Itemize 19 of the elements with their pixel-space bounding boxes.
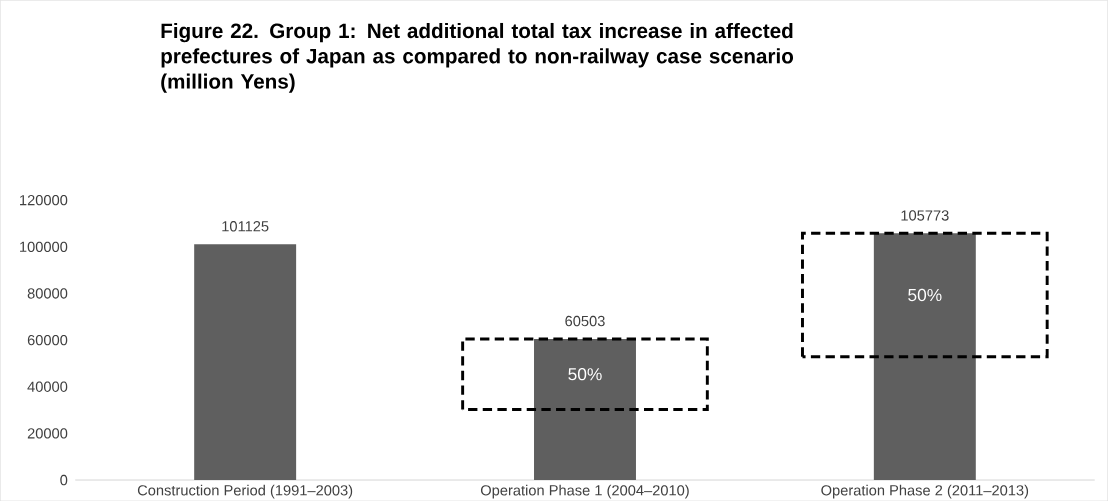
chart-title: Figure 22. Group 1: Net additional total tax increase in affected prefectures of Japan as compared to non-railway case scenario (million Yens) bbox=[161, 22, 794, 93]
bar bbox=[194, 244, 297, 480]
bar bbox=[534, 338, 636, 480]
y-tick-label: 120000 bbox=[20, 194, 68, 206]
data-label: 60503 bbox=[565, 315, 605, 327]
annotation: 50% bbox=[568, 367, 602, 381]
y-tick-label: 60000 bbox=[27, 334, 68, 346]
y-tick-label: 80000 bbox=[27, 288, 68, 299]
data-label: 101125 bbox=[222, 220, 269, 232]
x-tick-label: Operation Phase 1 (2004–2010) bbox=[480, 484, 689, 499]
y-tick-label: 0 bbox=[60, 474, 68, 486]
x-tick-label: Construction Period (1991–2003) bbox=[137, 484, 353, 499]
y-tick-label: 100000 bbox=[20, 241, 68, 252]
annotation: 50% bbox=[908, 288, 942, 301]
data-label: 105773 bbox=[901, 210, 949, 221]
y-tick-label: 40000 bbox=[27, 381, 68, 392]
x-tick-label: Operation Phase 2 (2011–2013) bbox=[821, 484, 1029, 499]
bar bbox=[873, 233, 976, 480]
y-tick-label: 20000 bbox=[27, 428, 68, 439]
